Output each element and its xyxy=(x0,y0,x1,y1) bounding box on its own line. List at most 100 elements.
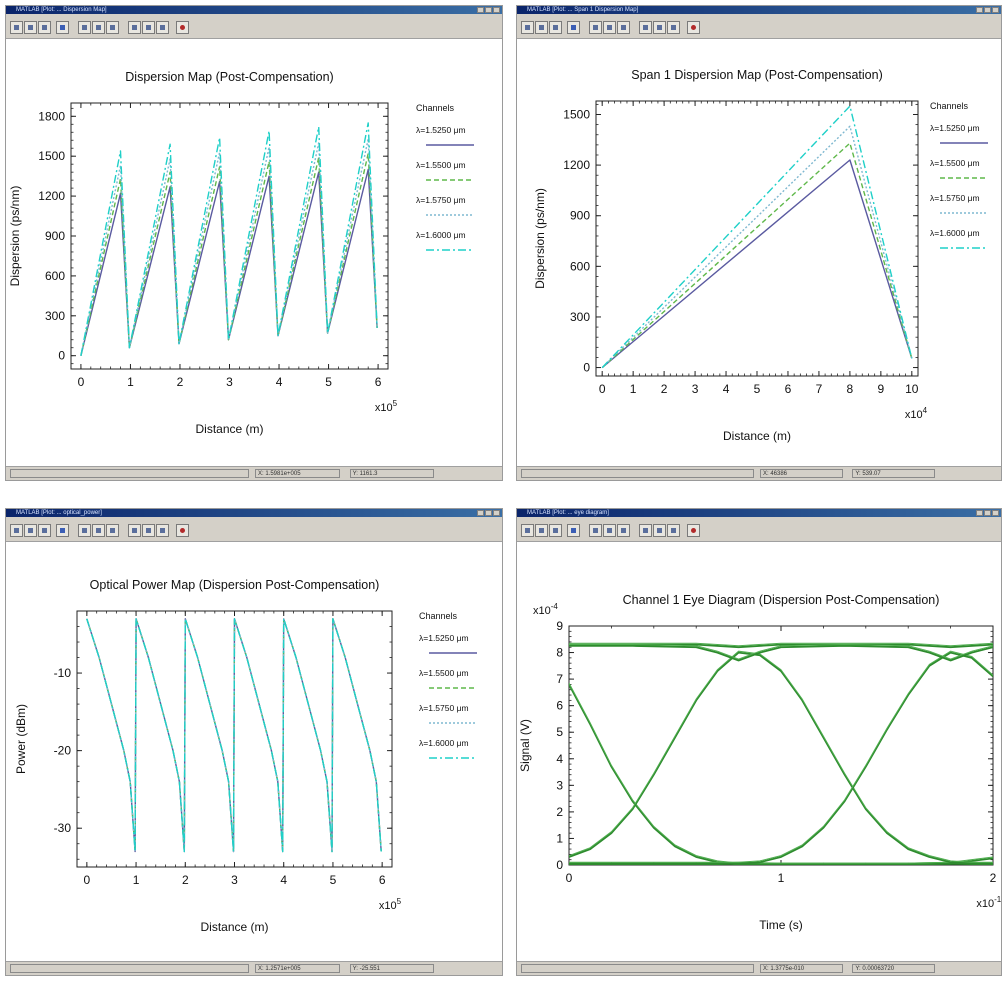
maximize-button[interactable] xyxy=(984,7,991,13)
status-message xyxy=(10,469,250,478)
zoom-out-icon[interactable] xyxy=(603,21,616,34)
close-button[interactable] xyxy=(992,510,999,516)
x-scale-exponent: 5 xyxy=(397,897,402,906)
pan-icon[interactable] xyxy=(106,524,119,537)
zoom-out-icon[interactable] xyxy=(603,524,616,537)
new-file-icon[interactable] xyxy=(10,524,23,537)
y-tick-label: 600 xyxy=(570,259,590,273)
window-title-bar[interactable]: MATLAB [Plot: ... optical_power] xyxy=(6,509,502,517)
x-tick-label: 3 xyxy=(692,382,699,396)
plot-frame xyxy=(70,102,389,370)
close-button[interactable] xyxy=(493,510,500,516)
series-line xyxy=(569,645,993,662)
zoom-out-icon[interactable] xyxy=(92,524,105,537)
x-axis-label: Distance (m) xyxy=(200,920,268,934)
legend-title: Channels xyxy=(930,101,969,111)
pan-icon[interactable] xyxy=(617,524,630,537)
status-x-readout: X: 1.5981e+005 xyxy=(255,469,340,478)
x-tick-label: 0 xyxy=(84,873,91,887)
window-title-bar[interactable]: MATLAB [Plot: ... Span 1 Dispersion Map] xyxy=(517,6,1001,14)
x-scale-label: x104 xyxy=(905,406,928,421)
y-tick-label: -30 xyxy=(54,821,72,835)
new-file-icon[interactable] xyxy=(521,524,534,537)
maximize-button[interactable] xyxy=(984,510,991,516)
stop-icon[interactable] xyxy=(687,524,700,537)
window-title-bar[interactable]: MATLAB [Plot: ... Dispersion Map] xyxy=(6,6,502,14)
x-tick-label: 10 xyxy=(905,382,919,396)
window-title: MATLAB [Plot: ... optical_power] xyxy=(16,510,102,516)
new-file-icon[interactable] xyxy=(521,21,534,34)
toolbar xyxy=(517,18,1001,39)
print-icon[interactable] xyxy=(142,21,155,34)
x-tick-label: 3 xyxy=(226,375,233,389)
stop-icon[interactable] xyxy=(687,21,700,34)
minimize-button[interactable] xyxy=(976,510,983,516)
zoom-in-icon[interactable] xyxy=(589,524,602,537)
toolbar xyxy=(6,521,502,542)
status-bar: X: 1.5981e+005 Y: 1161.3 xyxy=(6,466,502,480)
open-file-icon[interactable] xyxy=(24,524,37,537)
save-icon[interactable] xyxy=(549,524,562,537)
image-icon[interactable] xyxy=(567,21,580,34)
pan-icon[interactable] xyxy=(106,21,119,34)
y-axis-label: Signal (V) xyxy=(518,719,532,772)
plot-window: MATLAB [Plot: ... eye diagram] X: 1.3775e… xyxy=(516,508,1002,976)
chart-icon[interactable] xyxy=(156,524,169,537)
series-line xyxy=(80,152,378,356)
zoom-in-icon[interactable] xyxy=(78,21,91,34)
print-icon[interactable] xyxy=(142,524,155,537)
maximize-button[interactable] xyxy=(485,510,492,516)
copy-icon[interactable] xyxy=(639,21,652,34)
chart-icon[interactable] xyxy=(156,21,169,34)
minimize-button[interactable] xyxy=(477,7,484,13)
x-tick-label: 8 xyxy=(847,382,854,396)
x-tick-label: 0 xyxy=(599,382,606,396)
save-icon[interactable] xyxy=(549,21,562,34)
save-icon[interactable] xyxy=(38,21,51,34)
x-axis-label: Time (s) xyxy=(759,918,803,932)
open-file-icon[interactable] xyxy=(535,21,548,34)
menu-bar[interactable] xyxy=(517,14,1001,18)
new-file-icon[interactable] xyxy=(10,21,23,34)
copy-icon[interactable] xyxy=(639,524,652,537)
x-scale-exponent: -10 xyxy=(994,895,1001,904)
stop-icon[interactable] xyxy=(176,21,189,34)
menu-bar[interactable] xyxy=(517,517,1001,521)
window-title-bar[interactable]: MATLAB [Plot: ... eye diagram] xyxy=(517,509,1001,517)
x-tick-label: 1 xyxy=(133,873,140,887)
print-icon[interactable] xyxy=(653,21,666,34)
minimize-button[interactable] xyxy=(976,7,983,13)
open-file-icon[interactable] xyxy=(535,524,548,537)
minimize-button[interactable] xyxy=(477,510,484,516)
zoom-out-icon[interactable] xyxy=(92,21,105,34)
image-icon[interactable] xyxy=(56,21,69,34)
image-icon[interactable] xyxy=(567,524,580,537)
close-button[interactable] xyxy=(992,7,999,13)
chart: Optical Power Map (Dispersion Post-Compe… xyxy=(14,578,477,934)
save-icon[interactable] xyxy=(38,524,51,537)
close-button[interactable] xyxy=(493,7,500,13)
open-file-icon[interactable] xyxy=(24,21,37,34)
y-tick-label: 0 xyxy=(58,349,65,363)
stop-icon[interactable] xyxy=(176,524,189,537)
chart-icon[interactable] xyxy=(667,524,680,537)
y-tick-label: 1800 xyxy=(38,109,65,123)
pan-icon[interactable] xyxy=(617,21,630,34)
x-tick-label: 9 xyxy=(878,382,885,396)
menu-bar[interactable] xyxy=(6,517,502,521)
status-message xyxy=(521,964,755,973)
status-y-readout: Y: -25.551 xyxy=(349,964,435,973)
status-message xyxy=(521,469,755,478)
zoom-in-icon[interactable] xyxy=(78,524,91,537)
chart-icon[interactable] xyxy=(667,21,680,34)
zoom-in-icon[interactable] xyxy=(589,21,602,34)
copy-icon[interactable] xyxy=(128,21,141,34)
status-y-readout: Y: 1161.3 xyxy=(349,469,435,478)
image-icon[interactable] xyxy=(56,524,69,537)
menu-bar[interactable] xyxy=(6,14,502,18)
y-scale-label: x10-4 xyxy=(533,602,558,617)
copy-icon[interactable] xyxy=(128,524,141,537)
print-icon[interactable] xyxy=(653,524,666,537)
maximize-button[interactable] xyxy=(485,7,492,13)
legend-entry-label: λ=1.5250 μm xyxy=(930,123,980,133)
